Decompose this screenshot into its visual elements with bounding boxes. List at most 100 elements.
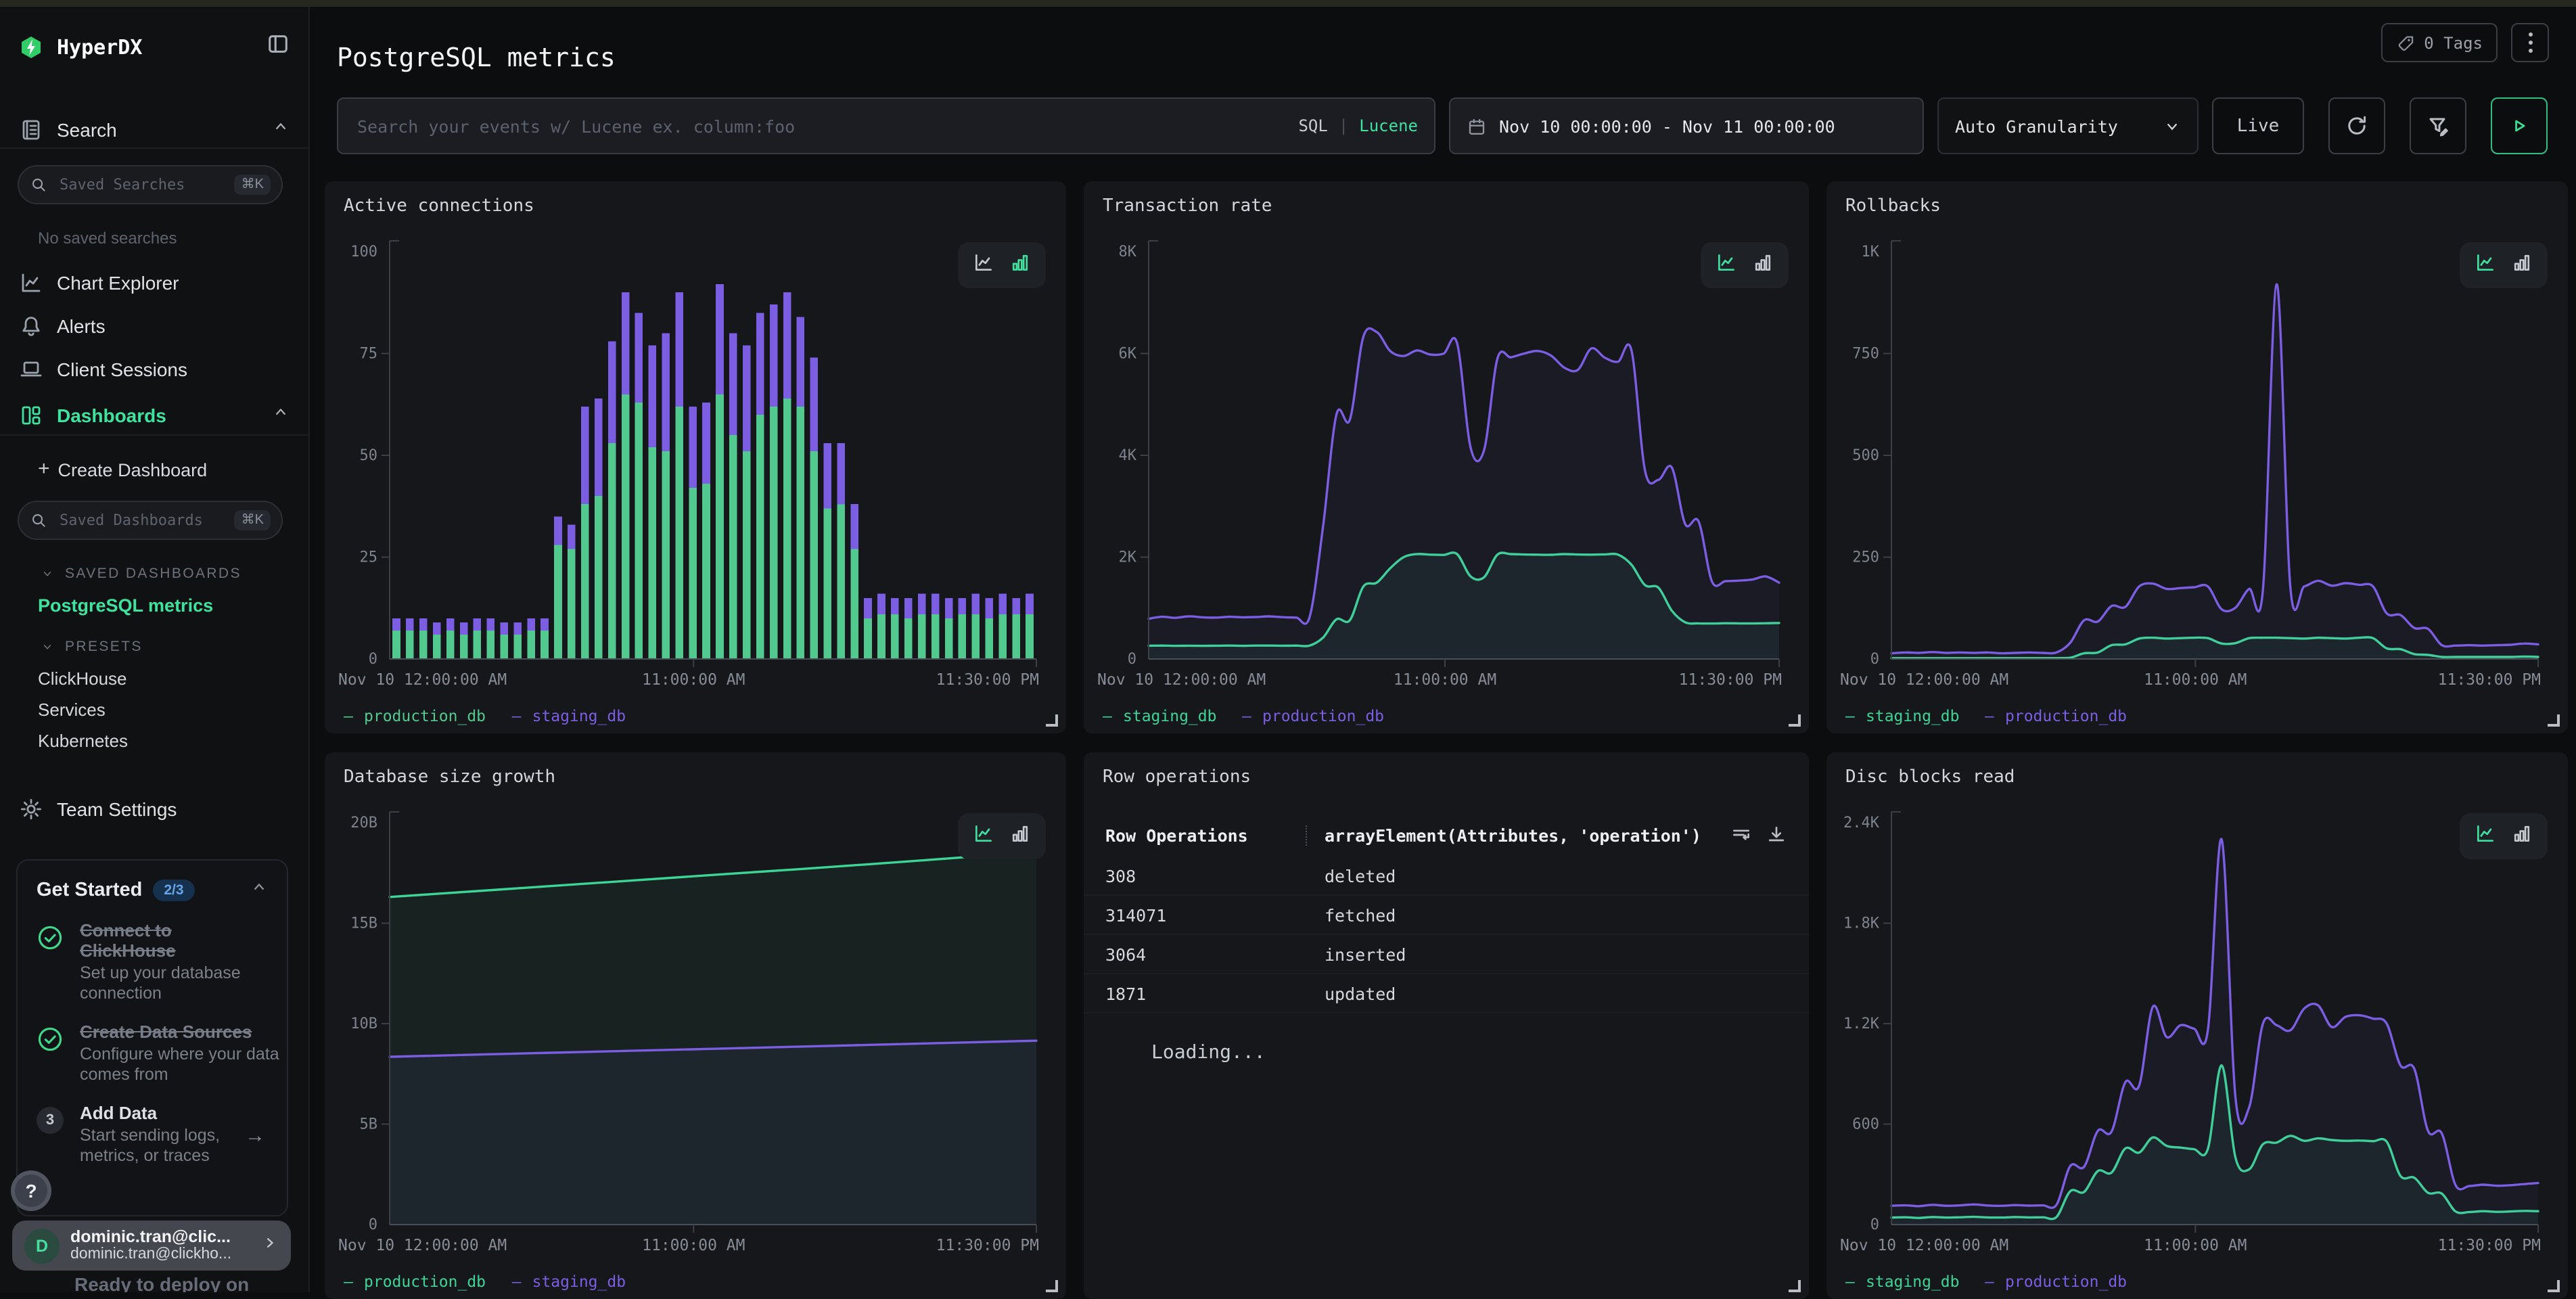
- sidebar-item-services[interactable]: Services: [0, 694, 308, 724]
- saved-searches-field[interactable]: [57, 175, 225, 195]
- dashboard-menu-button[interactable]: [2511, 23, 2549, 62]
- lucene-mode-toggle[interactable]: Lucene: [1359, 116, 1418, 135]
- line-chart-icon[interactable]: [973, 251, 994, 279]
- svg-text:staging_db: staging_db: [532, 1273, 626, 1291]
- saved-dashboards-section[interactable]: SAVED DASHBOARDS: [0, 559, 308, 589]
- chevron-up-icon[interactable]: [272, 403, 290, 428]
- format-icon[interactable]: [1730, 824, 1752, 846]
- svg-text:11:00:00 AM: 11:00:00 AM: [1394, 671, 1496, 689]
- svg-text:750: 750: [1852, 346, 1879, 363]
- svg-text:0: 0: [369, 651, 377, 668]
- line-chart-icon[interactable]: [973, 822, 994, 850]
- bar-chart-icon[interactable]: [1009, 251, 1031, 279]
- chart-svg: 1007550250Nov 10 12:00:00 AM11:00:00 AM1…: [336, 235, 1055, 733]
- event-search-input[interactable]: [354, 114, 1287, 137]
- svg-text:250: 250: [1852, 549, 1879, 566]
- event-search-box[interactable]: SQL | Lucene: [337, 97, 1435, 154]
- chart-canvas: 1K7505002500Nov 10 12:00:00 AM11:00:00 A…: [1837, 235, 2557, 733]
- chart-canvas: 2.4K1.8K1.2K6000Nov 10 12:00:00 AM11:00:…: [1837, 806, 2557, 1299]
- tags-button[interactable]: 0 Tags: [2380, 23, 2498, 62]
- tags-label: 0 Tags: [2424, 33, 2483, 52]
- sidebar-item-dashboards[interactable]: Dashboards: [0, 401, 308, 430]
- svg-text:—: —: [1985, 1273, 1994, 1291]
- svg-text:20B: 20B: [350, 815, 377, 831]
- chart-type-toolbar: [1701, 242, 1789, 288]
- resize-handle[interactable]: [2548, 714, 2560, 727]
- line-chart-icon[interactable]: [2475, 251, 2496, 279]
- sidebar-item-search[interactable]: Search: [0, 115, 308, 145]
- resize-handle[interactable]: [1789, 1280, 1801, 1292]
- line-chart-icon[interactable]: [1716, 251, 1737, 279]
- bar-chart-icon[interactable]: [1009, 822, 1031, 850]
- filter-button[interactable]: [2410, 97, 2466, 154]
- svg-text:11:30:00 PM: 11:30:00 PM: [2438, 1237, 2541, 1254]
- svg-text:staging_db: staging_db: [532, 708, 626, 725]
- section-header: SAVED DASHBOARDS: [65, 566, 242, 582]
- sidebar-item-team-settings[interactable]: Team Settings: [0, 794, 308, 824]
- svg-text:100: 100: [350, 244, 377, 260]
- no-saved-searches-label: No saved searches: [0, 223, 308, 253]
- user-menu[interactable]: D dominic.tran@clic... dominic.tran@clic…: [12, 1221, 291, 1271]
- help-button[interactable]: ?: [11, 1170, 51, 1211]
- refresh-button[interactable]: [2328, 97, 2385, 154]
- get-started-step-connect[interactable]: Connect to ClickHouse Set up your databa…: [37, 920, 268, 1004]
- line-chart-icon[interactable]: [2475, 822, 2496, 850]
- run-query-button[interactable]: [2491, 97, 2548, 154]
- sidebar-item-clickhouse[interactable]: ClickHouse: [0, 663, 308, 693]
- resize-handle[interactable]: [1046, 1280, 1058, 1292]
- table-row[interactable]: 1871updated: [1084, 974, 1809, 1013]
- column-header[interactable]: arrayElement(Attributes, 'operation'): [1306, 825, 1730, 845]
- arrow-right-icon: →: [245, 1124, 265, 1147]
- saved-dashboards-input[interactable]: ⌘K: [18, 501, 283, 540]
- svg-text:production_db: production_db: [1262, 708, 1384, 725]
- sidebar: HyperDX Search ⌘K: [0, 7, 310, 1292]
- row-operations-table: Row Operations arrayElement(Attributes, …: [1084, 819, 1809, 1013]
- svg-text:11:00:00 AM: 11:00:00 AM: [642, 671, 745, 689]
- column-header[interactable]: Row Operations: [1105, 825, 1325, 845]
- panel-rollbacks: Rollbacks 1K7505002500Nov 10 12:00:00 AM…: [1826, 181, 2568, 733]
- chart-svg: 1K7505002500Nov 10 12:00:00 AM11:00:00 A…: [1837, 235, 2557, 733]
- chart-canvas: 8K6K4K2K0Nov 10 12:00:00 AM11:00:00 AM11…: [1095, 235, 1798, 733]
- live-button[interactable]: Live: [2212, 97, 2304, 154]
- panel-title: Database size growth: [344, 767, 555, 788]
- resize-handle[interactable]: [1789, 714, 1801, 727]
- svg-text:—: —: [512, 1273, 522, 1291]
- sidebar-item-postgresql-metrics[interactable]: PostgreSQL metrics: [0, 590, 308, 620]
- bar-chart-icon[interactable]: [2511, 251, 2533, 279]
- sidebar-collapse-icon[interactable]: [267, 32, 290, 62]
- bar-chart-icon[interactable]: [2511, 822, 2533, 850]
- svg-text:—: —: [344, 708, 353, 725]
- search-icon: [30, 511, 47, 529]
- chevron-up-icon[interactable]: [272, 118, 290, 142]
- svg-text:Nov 10 12:00:00 AM: Nov 10 12:00:00 AM: [1840, 671, 2008, 689]
- saved-searches-input[interactable]: ⌘K: [18, 165, 283, 204]
- bar-chart-icon[interactable]: [1752, 251, 1774, 279]
- table-row[interactable]: 308deleted: [1084, 857, 1809, 896]
- chart-type-toolbar: [2460, 242, 2548, 288]
- chevron-up-icon[interactable]: [250, 878, 268, 903]
- sidebar-item-kubernetes[interactable]: Kubernetes: [0, 725, 308, 755]
- svg-text:production_db: production_db: [364, 1273, 486, 1291]
- shortcut-badge: ⌘K: [235, 510, 271, 530]
- sidebar-item-label: Dashboards: [57, 405, 166, 426]
- saved-dashboards-field[interactable]: [57, 510, 225, 530]
- presets-section[interactable]: PRESETS: [0, 632, 308, 662]
- sidebar-item-alerts[interactable]: Alerts: [0, 311, 308, 341]
- resize-handle[interactable]: [2548, 1280, 2560, 1292]
- table-row[interactable]: 3064inserted: [1084, 935, 1809, 974]
- svg-text:11:30:00 PM: 11:30:00 PM: [936, 671, 1039, 689]
- svg-text:2K: 2K: [1119, 549, 1137, 566]
- table-row[interactable]: 314071fetched: [1084, 896, 1809, 935]
- get-started-step-add-data[interactable]: 3 Add Data Start sending logs, metrics, …: [37, 1103, 268, 1166]
- svg-text:11:30:00 PM: 11:30:00 PM: [936, 1237, 1039, 1254]
- sql-mode-toggle[interactable]: SQL: [1298, 116, 1327, 135]
- download-icon[interactable]: [1766, 824, 1787, 846]
- create-dashboard-button[interactable]: + Create Dashboard: [0, 455, 308, 484]
- sidebar-item-chart-explorer[interactable]: Chart Explorer: [0, 268, 308, 298]
- granularity-select[interactable]: Auto Granularity: [1937, 97, 2199, 154]
- get-started-step-sources[interactable]: Create Data Sources Configure where your…: [37, 1022, 268, 1085]
- svg-text:1K: 1K: [1862, 244, 1880, 260]
- date-range-picker[interactable]: Nov 10 00:00:00 - Nov 11 00:00:00: [1449, 97, 1924, 154]
- sidebar-item-client-sessions[interactable]: Client Sessions: [0, 355, 308, 384]
- resize-handle[interactable]: [1046, 714, 1058, 727]
